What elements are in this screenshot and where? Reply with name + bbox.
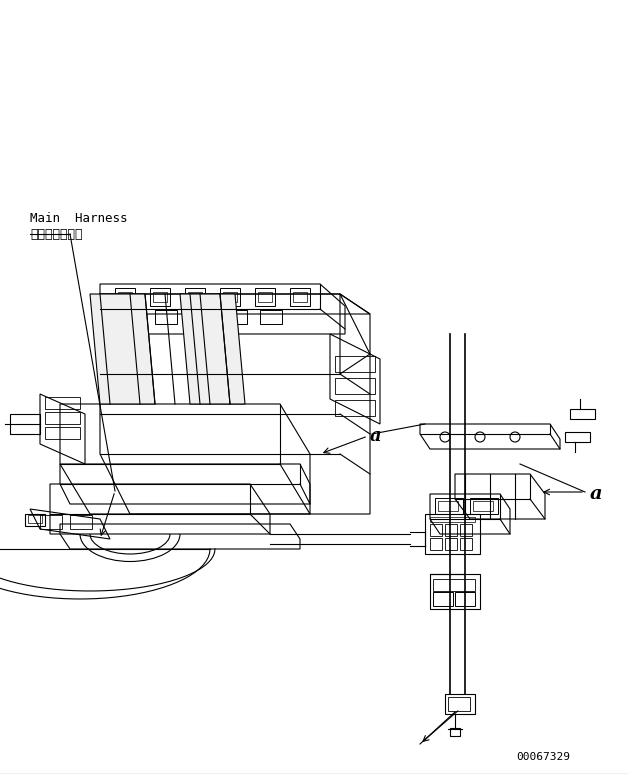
Bar	[25, 514, 45, 526]
Bar	[448, 697, 470, 711]
Bar	[460, 524, 472, 536]
Text: a: a	[370, 427, 382, 445]
Bar	[460, 538, 472, 550]
Bar	[565, 432, 590, 442]
Bar	[430, 574, 480, 609]
Bar	[255, 288, 275, 306]
Text: Main  Harness: Main Harness	[30, 213, 128, 225]
Bar	[120, 310, 142, 324]
Bar	[70, 515, 92, 529]
Bar	[45, 412, 80, 424]
Bar	[150, 288, 170, 306]
Bar	[445, 524, 457, 536]
Bar	[225, 310, 247, 324]
Bar	[155, 310, 177, 324]
Bar	[335, 356, 375, 372]
Bar	[433, 579, 475, 591]
Bar	[455, 592, 475, 606]
Bar	[28, 515, 42, 523]
Bar	[185, 288, 205, 306]
Bar	[570, 409, 595, 419]
Polygon shape	[180, 294, 245, 404]
Bar	[153, 292, 167, 302]
Text: a: a	[590, 485, 603, 503]
Bar	[220, 288, 240, 306]
Text: 00067329: 00067329	[516, 752, 570, 762]
Bar	[425, 514, 480, 554]
Bar	[335, 378, 375, 394]
Bar	[115, 288, 135, 306]
Bar	[445, 694, 475, 714]
Bar	[435, 498, 463, 514]
Bar	[190, 310, 212, 324]
Bar	[445, 538, 457, 550]
Bar	[260, 310, 282, 324]
Bar	[188, 292, 202, 302]
Polygon shape	[90, 294, 155, 404]
Bar	[10, 414, 40, 434]
Bar	[45, 427, 80, 439]
Bar	[438, 501, 458, 511]
Bar	[470, 498, 498, 514]
Bar	[450, 728, 460, 736]
Bar	[433, 592, 453, 606]
Bar	[335, 400, 375, 416]
Bar	[473, 501, 493, 511]
Bar	[223, 292, 237, 302]
Bar	[293, 292, 307, 302]
Text: メインハーネス: メインハーネス	[30, 228, 82, 241]
Bar	[430, 524, 442, 536]
Bar	[430, 538, 442, 550]
Bar	[290, 288, 310, 306]
Bar	[45, 397, 80, 409]
Bar	[258, 292, 272, 302]
Bar	[118, 292, 132, 302]
Bar	[40, 515, 62, 529]
Bar	[430, 517, 475, 522]
